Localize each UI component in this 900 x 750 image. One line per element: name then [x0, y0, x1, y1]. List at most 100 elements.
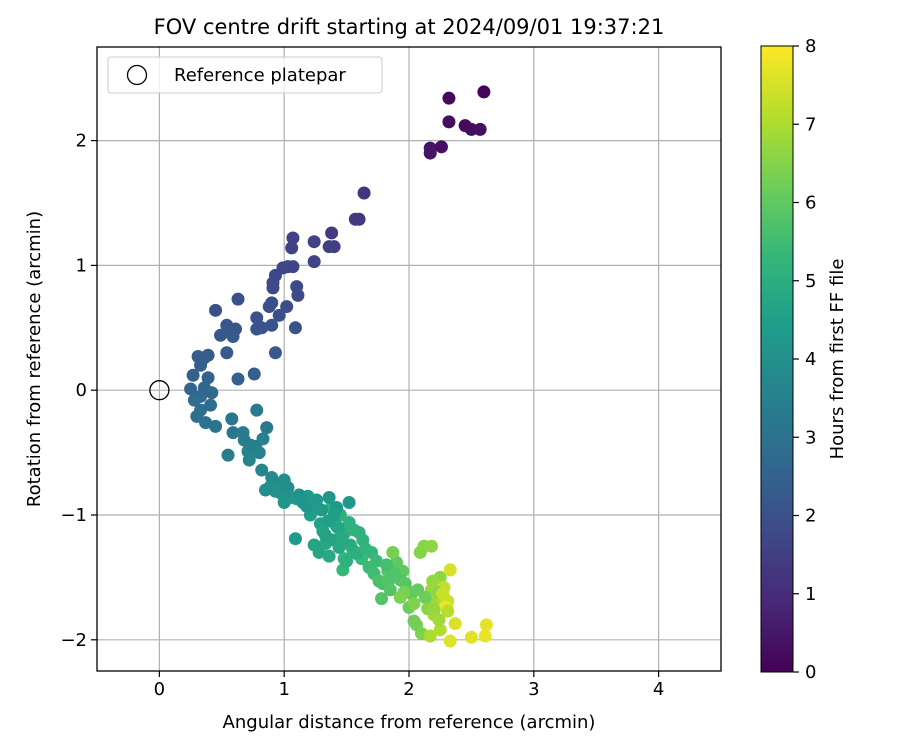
data-point — [255, 463, 269, 477]
data-point — [418, 590, 432, 604]
data-point — [380, 558, 394, 572]
data-point — [473, 122, 487, 136]
data-point — [260, 421, 274, 435]
data-point — [477, 85, 491, 99]
data-point — [335, 533, 349, 547]
data-point — [277, 496, 291, 510]
x-tick-label: 2 — [403, 679, 414, 700]
colorbar-tick-label: 4 — [805, 349, 816, 370]
data-point — [221, 448, 235, 462]
legend-entry-label: Reference platepar — [174, 65, 346, 86]
data-point — [352, 525, 366, 539]
data-point — [226, 426, 240, 440]
data-point — [307, 255, 321, 269]
data-point — [280, 300, 294, 314]
colorbar-ticks: 0 1 2 3 4 5 6 7 8 — [793, 36, 816, 683]
data-point — [205, 386, 219, 400]
data-point — [464, 630, 478, 644]
data-point — [204, 398, 218, 412]
data-point — [225, 412, 239, 426]
data-point — [423, 629, 437, 643]
colorbar-tick-label: 6 — [805, 193, 816, 214]
data-point — [247, 367, 261, 381]
data-point — [252, 446, 266, 460]
colorbar: 0 1 2 3 4 5 6 7 8 Hours from first FF file — [760, 36, 848, 683]
data-point — [242, 453, 256, 467]
data-point — [331, 520, 345, 534]
data-point — [256, 432, 270, 446]
data-point — [265, 318, 279, 332]
data-point — [194, 358, 208, 372]
data-point — [266, 281, 280, 295]
data-point — [383, 583, 397, 597]
data-point — [236, 426, 250, 440]
y-tick-label: −1 — [60, 505, 87, 526]
data-point — [220, 346, 234, 360]
data-point — [250, 322, 264, 336]
data-point — [443, 563, 457, 577]
data-point — [322, 240, 336, 254]
data-point — [291, 288, 305, 302]
colorbar-gradient — [760, 45, 794, 673]
data-point — [386, 545, 400, 559]
data-point — [322, 549, 336, 563]
y-tick-label: 0 — [76, 380, 87, 401]
chart-title: FOV centre drift starting at 2024/09/01 … — [154, 15, 665, 39]
data-point — [340, 554, 354, 568]
colorbar-label: Hours from first FF file — [827, 259, 848, 460]
data-point — [286, 231, 300, 245]
legend: Reference platepar — [107, 56, 383, 94]
colorbar-tick-label: 8 — [805, 36, 816, 57]
data-point — [201, 371, 215, 385]
data-point — [231, 292, 245, 306]
data-points — [184, 85, 493, 648]
data-point — [370, 554, 384, 568]
data-point — [231, 372, 245, 386]
data-point — [268, 346, 282, 360]
data-point — [310, 493, 324, 507]
grid-lines — [97, 47, 721, 671]
data-point — [443, 634, 457, 648]
data-point — [436, 587, 450, 601]
data-point — [281, 481, 295, 495]
data-point — [357, 186, 371, 200]
data-point — [288, 321, 302, 335]
legend-reference-marker — [126, 64, 148, 86]
data-point — [285, 241, 299, 255]
colorbar-tick-label: 0 — [805, 662, 816, 683]
data-point — [244, 438, 258, 452]
y-axis-ticks: −2 −1 0 1 2 — [60, 131, 97, 651]
y-axis-label: Rotation from reference (arcmin) — [24, 211, 45, 507]
colorbar-tick-label: 7 — [805, 114, 816, 135]
data-point — [478, 629, 492, 643]
data-point — [407, 597, 421, 611]
legend-box — [107, 56, 383, 94]
data-point — [432, 613, 446, 627]
data-point — [315, 503, 329, 517]
data-point — [199, 416, 213, 430]
data-point — [307, 538, 321, 552]
y-tick-label: −2 — [60, 630, 87, 651]
data-point — [250, 403, 264, 417]
data-point — [209, 303, 223, 317]
data-point — [375, 592, 389, 606]
colorbar-tick-label: 1 — [805, 584, 816, 605]
colorbar-tick-label: 3 — [805, 427, 816, 448]
data-point — [448, 617, 462, 631]
data-point — [250, 311, 264, 325]
data-point — [300, 499, 314, 513]
data-point — [288, 532, 302, 546]
data-point — [441, 604, 455, 618]
data-point — [372, 574, 386, 588]
data-point — [434, 140, 448, 154]
data-point — [348, 212, 362, 226]
data-point — [262, 300, 276, 314]
data-point — [272, 308, 286, 322]
data-point — [226, 330, 240, 344]
colorbar-tick-label: 2 — [805, 506, 816, 527]
y-tick-label: 1 — [76, 255, 87, 276]
data-point — [187, 393, 201, 407]
data-point — [258, 483, 272, 497]
data-point — [209, 419, 223, 433]
